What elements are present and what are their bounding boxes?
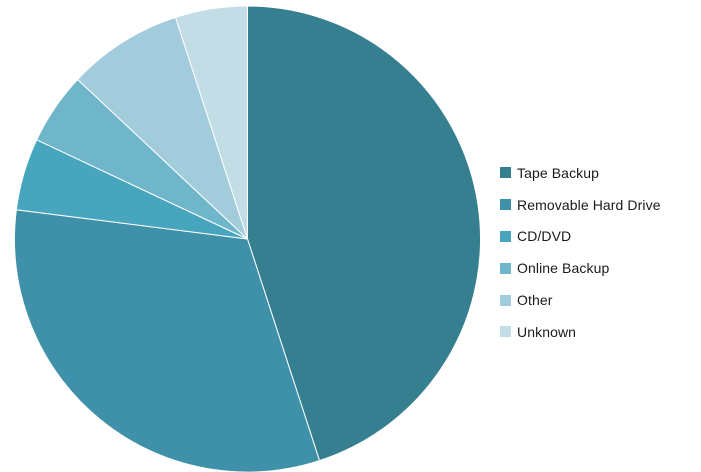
legend-label: Unknown — [517, 323, 577, 340]
pie-slice-unknown — [174, 5, 248, 240]
pie-slice-tape-backup — [247, 5, 482, 462]
legend-label: Removable Hard Drive — [517, 196, 661, 213]
pie-slice-other — [76, 16, 248, 240]
legend-label: Tape Backup — [517, 164, 600, 181]
legend-label: CD/DVD — [517, 228, 572, 245]
legend-item-cd-dvd: CD/DVD — [500, 221, 700, 253]
legend-item-unknown: Unknown — [500, 316, 700, 348]
legend-label: Other — [517, 292, 553, 309]
legend-swatch — [500, 294, 511, 306]
legend-swatch — [500, 230, 511, 242]
legend-swatch — [500, 199, 511, 211]
legend-item-online-backup: Online Backup — [500, 252, 700, 284]
legend-swatch — [500, 167, 511, 179]
legend-swatch — [500, 262, 511, 274]
legend-label: Online Backup — [517, 260, 610, 277]
legend-item-removable-hard-drive: Removable Hard Drive — [500, 189, 700, 221]
legend-item-other: Other — [500, 284, 700, 316]
legend-item-tape-backup: Tape Backup — [500, 157, 700, 189]
chart-legend: Tape Backup Removable Hard Drive CD/DVD Onl… — [500, 157, 700, 348]
legend-swatch — [500, 326, 511, 338]
